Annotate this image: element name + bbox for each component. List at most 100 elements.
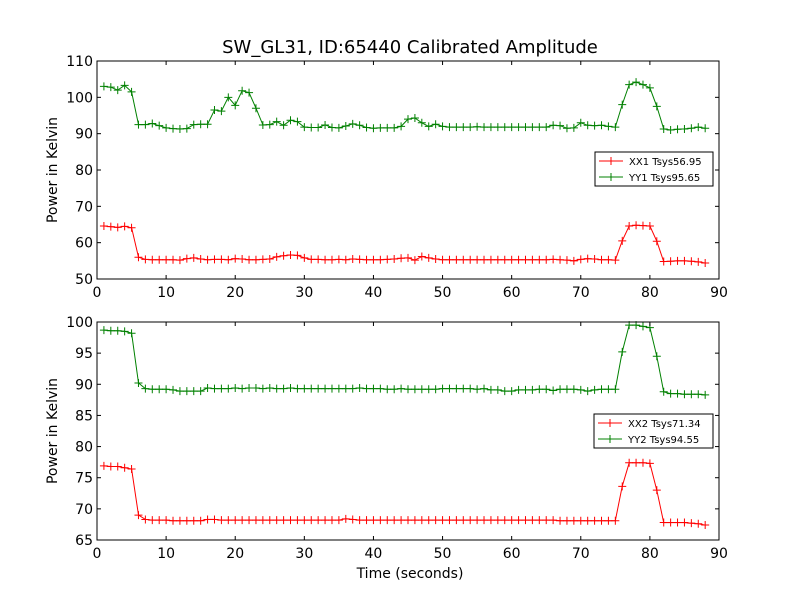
data-point bbox=[459, 123, 468, 132]
data-point bbox=[493, 255, 502, 264]
data-point bbox=[196, 255, 205, 264]
y-tick-label: 80 bbox=[75, 163, 93, 179]
data-point bbox=[175, 124, 184, 133]
data-point bbox=[535, 516, 544, 525]
data-point bbox=[141, 515, 150, 524]
data-point bbox=[286, 251, 295, 260]
data-point bbox=[466, 123, 475, 132]
data-point bbox=[486, 255, 495, 264]
x-tick-label: 10 bbox=[157, 546, 175, 562]
data-point bbox=[611, 256, 620, 265]
data-point bbox=[293, 117, 302, 126]
data-point bbox=[210, 255, 219, 264]
data-point bbox=[507, 516, 516, 525]
data-point bbox=[459, 516, 468, 525]
x-tick-label: 30 bbox=[295, 285, 313, 301]
data-point bbox=[500, 516, 509, 525]
data-point bbox=[272, 516, 281, 525]
data-point bbox=[625, 80, 634, 89]
data-point bbox=[327, 516, 336, 525]
data-point bbox=[141, 384, 150, 393]
data-point bbox=[175, 387, 184, 396]
data-point bbox=[410, 385, 419, 394]
data-point bbox=[480, 255, 489, 264]
data-point bbox=[576, 385, 585, 394]
data-point bbox=[300, 384, 309, 393]
data-point bbox=[507, 255, 516, 264]
data-point bbox=[224, 255, 233, 264]
x-tick-label: 30 bbox=[295, 546, 313, 562]
data-point bbox=[251, 384, 260, 393]
data-point bbox=[466, 255, 475, 264]
data-point bbox=[632, 221, 641, 230]
y-tick-label: 80 bbox=[75, 440, 93, 456]
data-point bbox=[169, 255, 178, 264]
data-point bbox=[500, 255, 509, 264]
data-point bbox=[355, 384, 364, 393]
data-point bbox=[321, 120, 330, 129]
data-point bbox=[701, 521, 710, 530]
data-point bbox=[245, 384, 254, 393]
data-point bbox=[611, 385, 620, 394]
data-point bbox=[327, 123, 336, 132]
data-point bbox=[480, 384, 489, 393]
data-point bbox=[155, 385, 164, 394]
data-point bbox=[583, 516, 592, 525]
data-point bbox=[486, 516, 495, 525]
data-point bbox=[120, 463, 129, 472]
data-point bbox=[383, 123, 392, 132]
data-point bbox=[348, 119, 357, 128]
x-tick-label: 40 bbox=[365, 285, 383, 301]
data-point bbox=[569, 123, 578, 132]
data-point bbox=[162, 385, 171, 394]
data-point bbox=[597, 385, 606, 394]
data-point bbox=[424, 253, 433, 262]
data-point bbox=[231, 254, 240, 263]
data-point bbox=[293, 251, 302, 260]
data-point bbox=[466, 384, 475, 393]
data-point bbox=[314, 516, 323, 525]
data-point bbox=[238, 255, 247, 264]
legend-box bbox=[593, 413, 714, 449]
data-point bbox=[99, 326, 108, 335]
data-point bbox=[632, 78, 641, 87]
data-point bbox=[397, 122, 406, 131]
y-tick-label: 100 bbox=[66, 90, 93, 106]
data-point bbox=[175, 256, 184, 265]
data-point bbox=[549, 121, 558, 130]
y-tick-label: 110 bbox=[66, 54, 93, 70]
data-point bbox=[272, 117, 281, 126]
data-point bbox=[687, 390, 696, 399]
data-point bbox=[424, 516, 433, 525]
legend-box bbox=[594, 151, 714, 187]
data-point bbox=[134, 511, 143, 520]
data-point bbox=[701, 259, 710, 268]
data-point bbox=[362, 255, 371, 264]
data-point bbox=[459, 255, 468, 264]
data-point bbox=[341, 514, 350, 523]
data-point bbox=[238, 384, 247, 393]
data-point bbox=[300, 253, 309, 262]
data-point bbox=[113, 462, 122, 471]
data-point bbox=[645, 221, 654, 230]
data-point bbox=[390, 516, 399, 525]
data-point bbox=[583, 387, 592, 396]
data-point bbox=[203, 515, 212, 524]
data-point bbox=[597, 121, 606, 130]
y-tick-label: 60 bbox=[75, 236, 93, 252]
data-point bbox=[300, 516, 309, 525]
x-tick-label: 0 bbox=[93, 546, 102, 562]
data-point bbox=[224, 93, 233, 102]
data-point bbox=[507, 123, 516, 132]
data-point bbox=[417, 516, 426, 525]
data-point bbox=[666, 257, 675, 266]
data-point bbox=[383, 516, 392, 525]
data-point bbox=[127, 223, 136, 232]
data-point bbox=[224, 384, 233, 393]
data-point bbox=[562, 385, 571, 394]
data-point bbox=[528, 123, 537, 132]
data-point bbox=[645, 83, 654, 92]
data-point bbox=[659, 518, 668, 527]
data-point bbox=[466, 516, 475, 525]
